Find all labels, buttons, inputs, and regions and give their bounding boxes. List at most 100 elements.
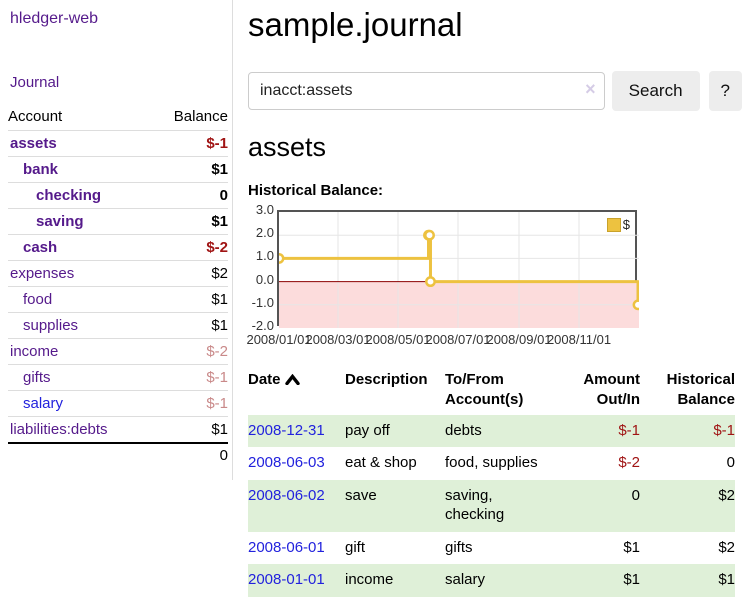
y-axis-tick: 0.0 [255, 271, 274, 287]
x-axis-tick: 2008/03/01 [305, 332, 371, 347]
help-button[interactable]: ? [708, 71, 742, 111]
register-header-date[interactable]: Date [248, 368, 345, 415]
account-link[interactable]: income [10, 343, 59, 360]
register-date-link[interactable]: 2008-06-03 [248, 454, 325, 471]
y-axis-tick: 2.0 [255, 225, 274, 241]
accounts-total-balance: 0 [150, 442, 228, 467]
page-title: sample.journal [248, 6, 463, 43]
account-heading: assets [248, 132, 327, 162]
register-description: save [345, 486, 377, 504]
account-balance: $-2 [150, 234, 228, 261]
register-accounts: gifts [445, 538, 473, 556]
register-row: 2008-12-31 pay off debts $-1 $-1 [248, 414, 735, 447]
account-row: expenses $2 [8, 260, 228, 287]
register-header-amount: Amount Out/In [583, 371, 640, 409]
account-link[interactable]: gifts [23, 369, 51, 386]
register-amount: 0 [631, 486, 640, 504]
register-balance: $2 [718, 538, 735, 556]
account-link[interactable]: bank [23, 161, 59, 178]
x-axis-tick: 2008/11/01 [546, 332, 612, 347]
x-axis-tick: 2008/01/01 [246, 332, 312, 347]
account-balance: $-2 [150, 338, 228, 365]
register-date-link[interactable]: 2008-06-01 [248, 538, 325, 556]
account-balance: $1 [150, 286, 228, 313]
register-balance: $2 [718, 486, 735, 504]
legend-swatch [606, 217, 621, 232]
register-accounts: salary [445, 571, 486, 588]
x-axis-tick: 2008/05/01 [365, 332, 431, 347]
register-balance: $1 [718, 571, 735, 588]
x-axis-tick: 2008/09/01 [486, 332, 552, 347]
accounts-header-account: Account [8, 108, 63, 125]
register-row: 2008-01-01 income salary $1 $1 [248, 564, 735, 597]
account-link[interactable]: cash [23, 239, 58, 256]
register-description: gift [345, 538, 366, 556]
search-input[interactable] [248, 72, 605, 110]
register-row: 2008-06-01 gift gifts $1 $2 [248, 532, 735, 565]
sidebar-item-journal[interactable]: Journal [10, 74, 60, 91]
register-amount: $-2 [618, 454, 640, 471]
legend-label: $ [622, 217, 630, 232]
account-balance: $1 [150, 208, 228, 235]
register-date-link[interactable]: 2008-06-02 [248, 486, 325, 504]
account-link[interactable]: liabilities:debts [10, 421, 108, 438]
sidebar: hledger-web Journal Account Balance asse… [0, 0, 233, 480]
account-link[interactable]: checking [36, 187, 102, 204]
account-balance: $1 [150, 416, 228, 443]
account-link[interactable]: food [23, 291, 53, 308]
account-row: income $-2 [8, 338, 228, 365]
register-amount: $1 [623, 571, 640, 588]
accounts-total-row: 0 [8, 442, 228, 467]
search-button[interactable]: Search [611, 71, 700, 111]
register-date-link[interactable]: 2008-12-31 [248, 421, 325, 439]
clear-search-icon[interactable]: × [585, 79, 596, 99]
register-description: pay off [345, 421, 390, 439]
account-row: saving $1 [8, 208, 228, 235]
chart-plot-area: $ [277, 210, 639, 328]
register-row: 2008-06-02 save saving, checking 0 $2 [248, 479, 735, 532]
register-description: income [345, 571, 394, 588]
register-header-description: Description [345, 371, 428, 388]
account-row: checking 0 [8, 182, 228, 209]
app-title-link[interactable]: hledger-web [10, 10, 99, 27]
register-date-link[interactable]: 2008-01-01 [248, 571, 325, 588]
account-link[interactable]: salary [23, 395, 64, 412]
account-balance: $1 [150, 156, 228, 183]
register-row: 2008-06-03 eat & shop food, supplies $-2 0 [248, 447, 735, 480]
search-form: × Search ? [248, 71, 742, 111]
account-row: assets $-1 [8, 130, 228, 157]
historical-balance-chart[interactable]: $3.0 2.0 1.0 0.0 -1.0 -2.0 2008/01/01 2008/03/0… [246, 202, 742, 356]
account-row: bank $1 [8, 156, 228, 183]
y-axis-tick: 3.0 [255, 202, 274, 217]
account-row: liabilities:debts $1 [8, 416, 228, 443]
sort-asc-icon [284, 373, 300, 386]
accounts-table: Account Balance assets $-1 bank $1 checking 0… [8, 105, 228, 467]
account-row: food $1 [8, 286, 228, 313]
y-axis-tick: -2.0 [251, 318, 274, 333]
account-balance: 0 [150, 182, 228, 209]
account-balance: $-1 [150, 130, 228, 157]
account-row: supplies $1 [8, 312, 228, 339]
x-axis-tick: 2008/07/01 [425, 332, 491, 347]
register-accounts: food, supplies [445, 454, 538, 471]
account-row: cash $-2 [8, 234, 228, 261]
register-header-historical: Historical Balance [666, 371, 735, 409]
account-balance: $-1 [150, 390, 228, 417]
account-link[interactable]: expenses [10, 265, 75, 282]
y-axis-tick: -1.0 [251, 294, 274, 310]
account-row: gifts $-1 [8, 364, 228, 391]
register-table: Date Description To/From Account(s) Amount Ou… [248, 368, 735, 597]
register-accounts: saving, checking [445, 486, 505, 524]
account-link[interactable]: saving [36, 213, 84, 230]
y-axis-tick: 1.0 [255, 248, 274, 264]
accounts-header-balance: Balance [173, 108, 228, 125]
chart-title: Historical Balance: [248, 182, 384, 199]
main-content: sample.journal × Search ? assets Histori… [246, 0, 742, 597]
account-link[interactable]: assets [10, 135, 57, 152]
register-balance: $-1 [713, 421, 735, 439]
account-link[interactable]: supplies [23, 317, 79, 334]
account-row: salary $-1 [8, 390, 228, 417]
register-description: eat & shop [345, 454, 417, 471]
register-amount: $-1 [618, 421, 640, 439]
account-balance: $-1 [150, 364, 228, 391]
